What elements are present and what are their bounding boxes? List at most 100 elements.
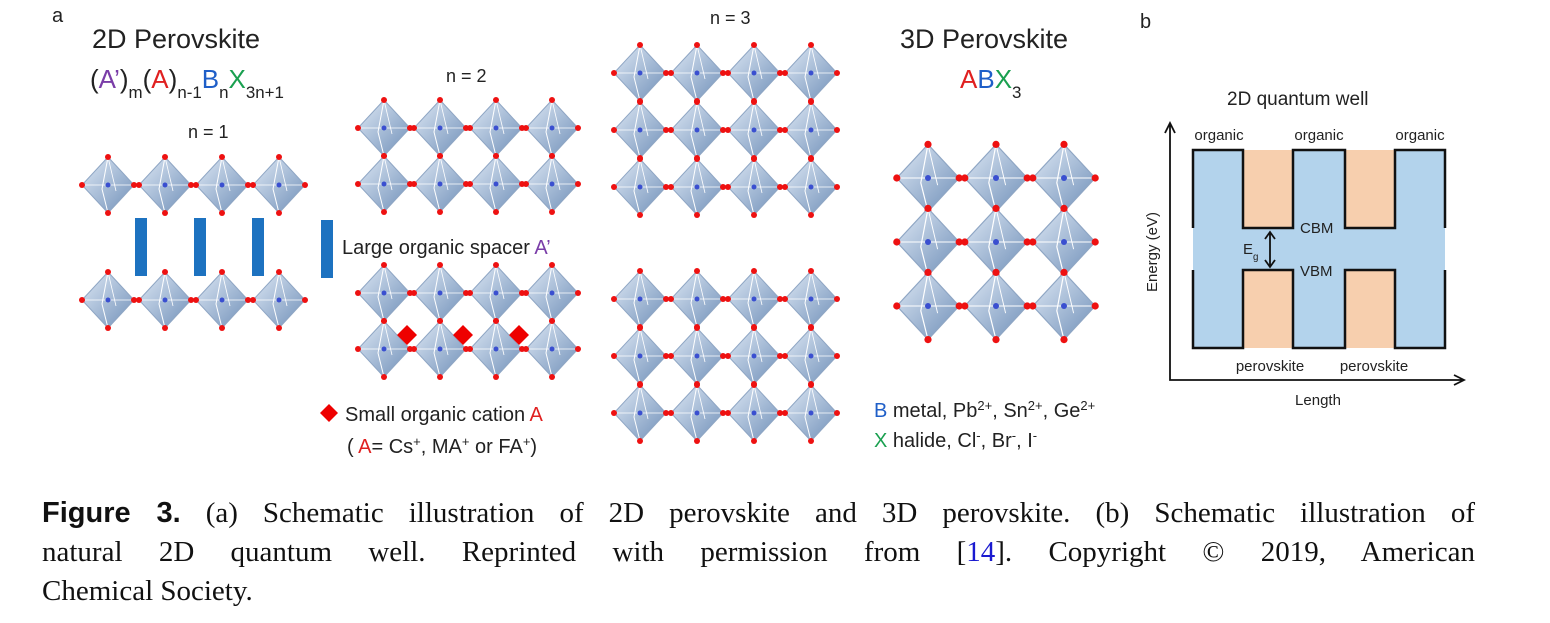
text-piece: A xyxy=(358,436,372,458)
octahedron xyxy=(192,268,252,332)
octahedron xyxy=(724,324,784,388)
well-bg xyxy=(1193,150,1445,348)
text-piece: Small organic cation xyxy=(345,404,530,426)
octahedron xyxy=(135,153,195,217)
cation-marker xyxy=(509,325,529,345)
text-piece: 2+ xyxy=(977,398,992,413)
caption-text: ]. Copyright © 2019, American xyxy=(995,536,1475,568)
caption-line: Figure 3. (a) Schematic illustration of … xyxy=(42,497,1475,530)
text-piece: , Br xyxy=(981,430,1012,452)
octahedron xyxy=(960,140,1032,216)
text-piece: 2+ xyxy=(1028,398,1043,413)
label: Energy (eV) xyxy=(1144,212,1161,292)
figure: a 2D Perovskite n = 1 n = 2 n = 3 3D Perovski… xyxy=(52,5,1467,458)
text-piece: ( xyxy=(347,436,358,458)
octahedron xyxy=(610,155,670,219)
text-piece: g xyxy=(1253,252,1258,263)
text-piece: - xyxy=(976,428,980,443)
octahedron xyxy=(724,381,784,445)
octahedron xyxy=(78,153,138,217)
text-piece: ( xyxy=(90,64,99,94)
octahedron xyxy=(610,381,670,445)
text-piece: A xyxy=(960,64,978,94)
octahedron xyxy=(667,98,727,162)
rich-label: B metal, Pb2+, Sn2+, Ge2+ xyxy=(874,398,1095,423)
caption-ref[interactable]: 14 xyxy=(966,536,996,568)
text-piece: A’ xyxy=(99,64,120,94)
octahedron xyxy=(960,268,1032,344)
text-piece: + xyxy=(523,434,531,449)
label: 3D Perovskite xyxy=(900,24,1068,54)
perovskite-top xyxy=(1243,150,1293,228)
text-piece: 2+ xyxy=(1080,398,1095,413)
text-piece: A xyxy=(151,64,169,94)
text-piece: E xyxy=(1243,241,1253,258)
text-piece: halide, Cl xyxy=(887,430,976,452)
octahedron xyxy=(522,96,582,160)
octahedron xyxy=(410,261,470,325)
text-piece: + xyxy=(413,434,421,449)
text-piece: B xyxy=(202,64,219,94)
octahedron xyxy=(892,140,964,216)
text-piece: B xyxy=(977,64,994,94)
octahedron xyxy=(724,41,784,105)
text-piece: Large organic spacer xyxy=(342,237,534,259)
text-piece: X xyxy=(228,64,245,94)
text-piece: ) xyxy=(120,64,129,94)
octahedron xyxy=(667,155,727,219)
rich-label: Large organic spacer A’ xyxy=(342,237,551,259)
caption-text: natural 2D quantum well. Reprinted with … xyxy=(42,536,967,568)
octahedron xyxy=(781,98,841,162)
caption-text: Chemical Society. xyxy=(42,575,253,607)
octahedron xyxy=(410,317,470,381)
caption-text: (a) Schematic illustration of 2D perovsk… xyxy=(180,497,1476,529)
octahedron xyxy=(466,261,526,325)
octahedron xyxy=(781,324,841,388)
spacer-bar xyxy=(321,220,333,278)
octahedron xyxy=(354,317,414,381)
perovskite-bottom xyxy=(1345,270,1395,348)
label: 2D Perovskite xyxy=(92,24,260,54)
rich-label: Small organic cation A xyxy=(345,404,544,426)
text-piece: , Sn xyxy=(992,400,1028,422)
octahedron xyxy=(892,268,964,344)
text-piece: 3 xyxy=(1012,83,1021,102)
octahedron xyxy=(354,152,414,216)
text-piece: 3n+1 xyxy=(246,83,284,102)
octahedron xyxy=(667,381,727,445)
octahedron xyxy=(610,41,670,105)
octahedron xyxy=(249,153,309,217)
text-piece: A xyxy=(530,404,544,426)
octahedron xyxy=(522,317,582,381)
octahedron xyxy=(410,152,470,216)
label: n = 1 xyxy=(188,122,229,142)
text-piece: m xyxy=(129,83,143,102)
octahedron xyxy=(354,96,414,160)
text-piece: or FA xyxy=(469,436,523,458)
label: 2D quantum well xyxy=(1227,89,1369,110)
octahedron xyxy=(724,98,784,162)
spacer-bar xyxy=(252,218,264,276)
band-edges xyxy=(1191,148,1447,350)
octahedron xyxy=(724,155,784,219)
text-piece: metal, Pb xyxy=(887,400,977,422)
text-piece: , Ge xyxy=(1043,400,1081,422)
spacer-bar xyxy=(135,218,147,276)
octahedron xyxy=(1028,268,1100,344)
perovskite-top xyxy=(1345,150,1395,228)
cation-marker xyxy=(397,325,417,345)
octahedron xyxy=(135,268,195,332)
text-piece: - xyxy=(1012,428,1016,443)
label: b xyxy=(1140,11,1151,33)
octahedron xyxy=(522,152,582,216)
octahedron xyxy=(249,268,309,332)
cation-marker xyxy=(320,404,338,422)
octahedron xyxy=(192,153,252,217)
text-piece: ) xyxy=(169,64,178,94)
cation-marker xyxy=(453,325,473,345)
octahedron xyxy=(466,317,526,381)
axes xyxy=(1164,120,1467,386)
label: organic xyxy=(1395,127,1445,144)
label: n = 3 xyxy=(710,8,751,28)
octahedron xyxy=(781,155,841,219)
